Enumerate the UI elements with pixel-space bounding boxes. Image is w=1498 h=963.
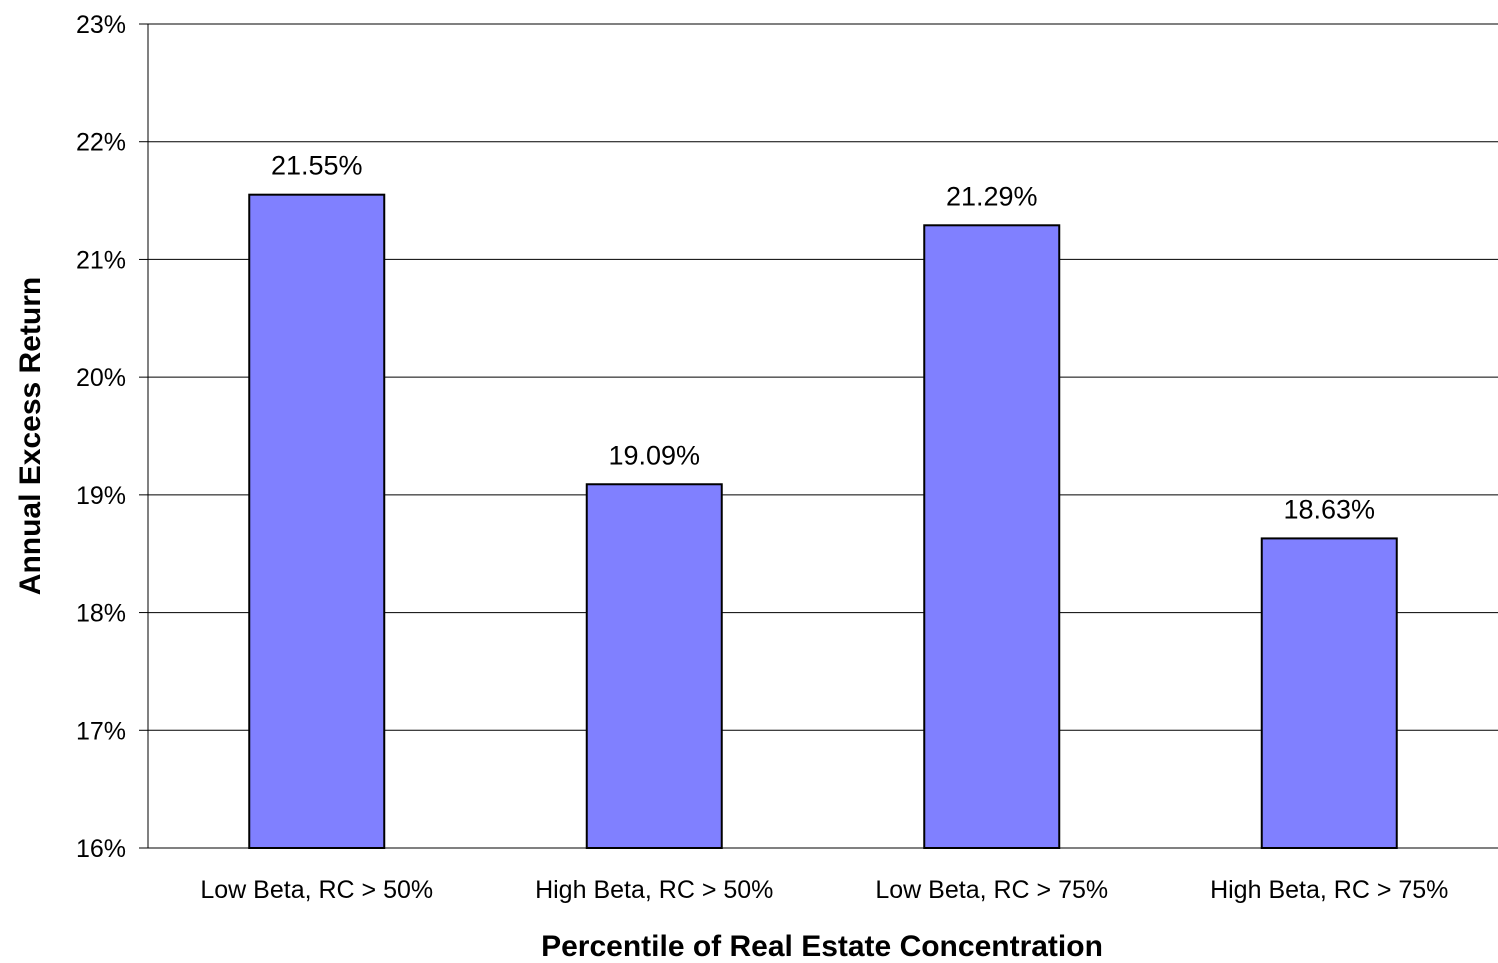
y-tick-label: 16%	[76, 835, 126, 863]
y-tick-label: 22%	[76, 129, 126, 157]
x-category-label: High Beta, RC > 50%	[535, 876, 773, 904]
y-tick-label: 17%	[76, 717, 126, 745]
y-tick-label: 21%	[76, 246, 126, 274]
y-tick-label: 18%	[76, 600, 126, 628]
x-axis-title: Percentile of Real Estate Concentration	[541, 930, 1103, 963]
bar	[585, 483, 723, 849]
bars	[248, 193, 1398, 849]
y-tick-label: 23%	[76, 11, 126, 39]
x-category-label: Low Beta, RC > 50%	[200, 876, 433, 904]
y-tick-label: 20%	[76, 364, 126, 392]
x-category-label: Low Beta, RC > 75%	[875, 876, 1108, 904]
bar	[1260, 537, 1398, 849]
bar	[248, 193, 386, 849]
bar-value-label: 21.29%	[946, 181, 1038, 211]
bar	[923, 224, 1061, 849]
x-category-label: High Beta, RC > 75%	[1210, 876, 1448, 904]
y-axis-title: Annual Excess Return	[14, 277, 47, 595]
axes	[139, 23, 1498, 849]
bar-value-label: 18.63%	[1283, 494, 1375, 524]
labels: 16% 17% 18% 19% 20% 21% 22% 23% 21.55% Low Beta, …	[76, 11, 1448, 904]
y-tick-label: 19%	[76, 482, 126, 510]
bar-value-label: 21.55%	[271, 151, 363, 181]
bar-value-label: 19.09%	[608, 440, 700, 470]
